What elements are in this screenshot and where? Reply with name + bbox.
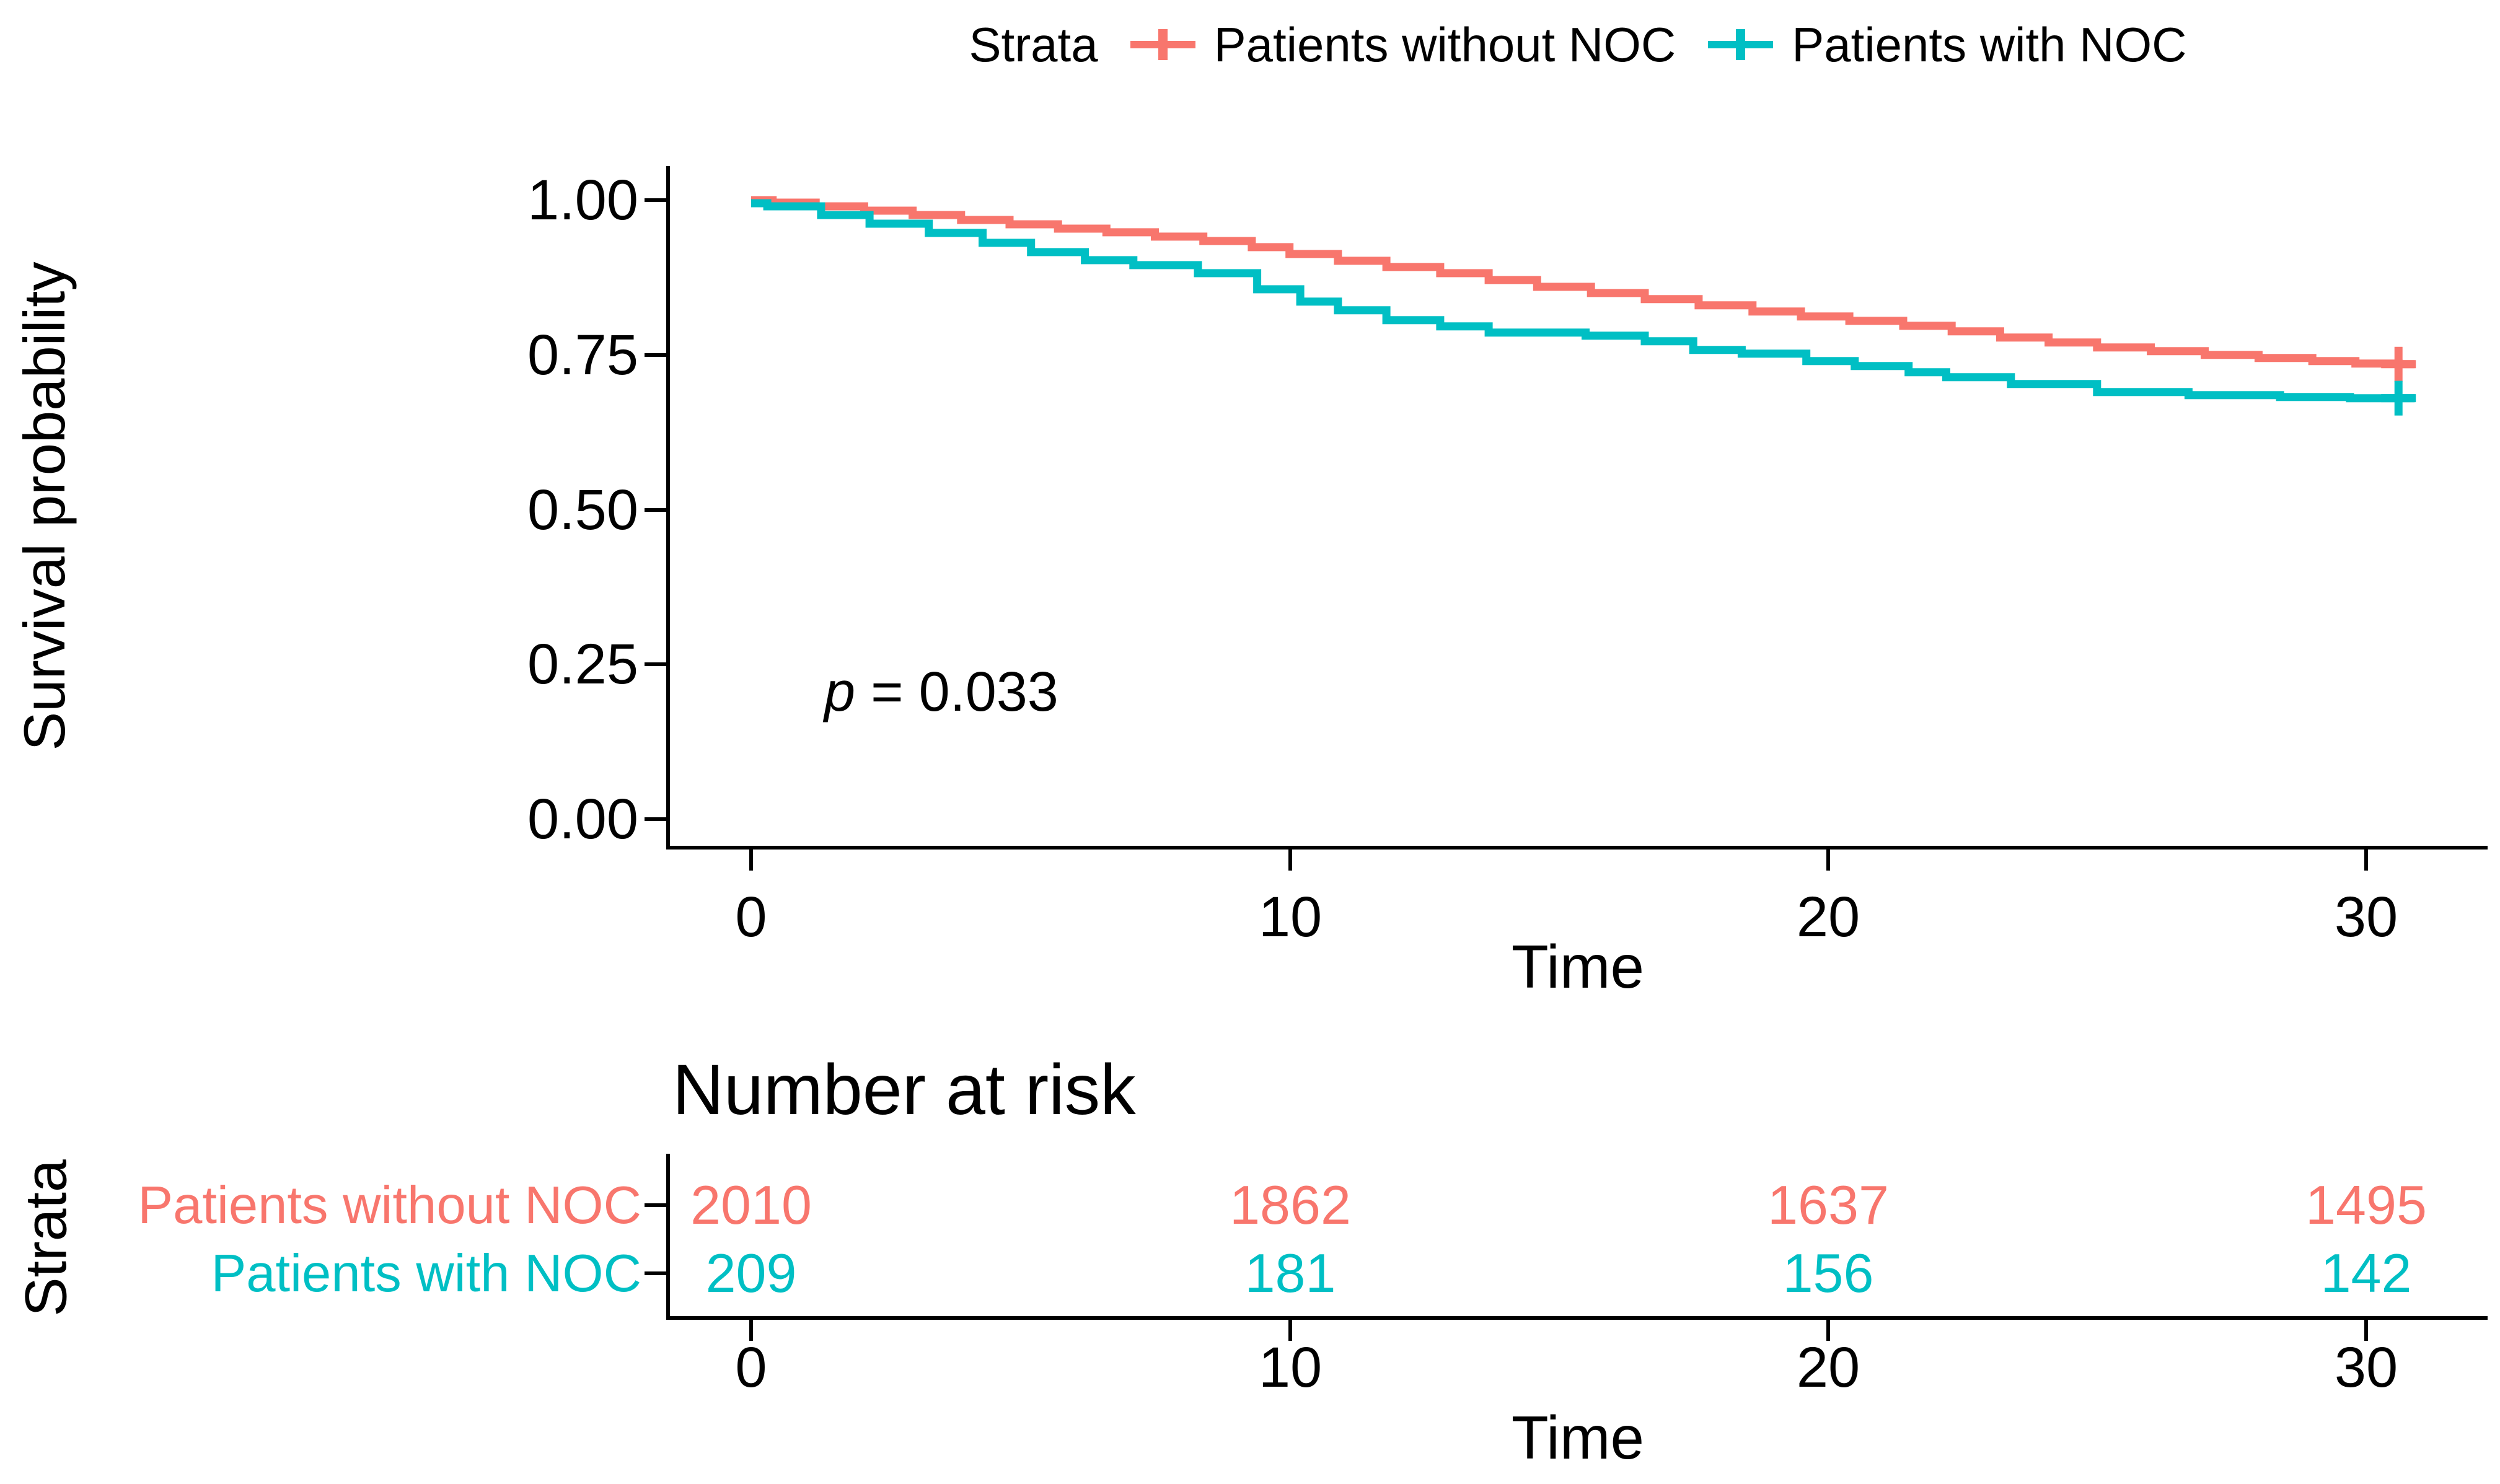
y-axis-ticks [645,198,666,821]
km-curve-without-noc [751,196,2415,369]
p-value-text: = 0.033 [855,661,1059,723]
km-line-plus-icon [1130,29,1195,60]
risk-x-tick-label: 30 [2334,1336,2398,1399]
y-axis-title: Survival probability [12,261,77,751]
x-tick-label: 10 [1258,885,1323,949]
y-tick-label: 1.00 [527,169,638,232]
risk-count: 1637 [1767,1174,1889,1236]
km-line-plus-icon [1708,29,1774,60]
km-curves [751,196,2416,416]
y-tick-label: 0.00 [527,788,638,851]
legend-title: Strata [969,17,1098,72]
risk-x-tick-label: 0 [735,1336,767,1399]
risk-count: 1862 [1230,1174,1351,1236]
legend-item-without-noc: Patients without NOC [1130,17,1676,73]
risk-count: 209 [705,1242,797,1304]
censor-mark-without-noc [2381,346,2416,382]
risk-count: 156 [1782,1242,1874,1304]
risk-x-tick-label: 20 [1796,1336,1860,1399]
y-tick-label: 0.50 [527,478,638,542]
risk-table-x-axis-title: Time [1511,1403,1645,1472]
km-curve-with-noc [751,199,2415,403]
risk-table-title: Number at risk [672,1050,1136,1130]
legend-item-with-noc: Patients with NOC [1708,17,2186,73]
legend-label: Patients without NOC [1213,17,1676,72]
p-value-annotation: p = 0.033 [824,664,1059,720]
risk-count: 142 [2320,1242,2412,1304]
x-axis-ticks [749,850,2368,871]
y-tick-label: 0.75 [527,323,638,387]
risk-x-tick-label: 10 [1258,1336,1323,1399]
risk-count: 181 [1244,1242,1336,1304]
risk-table-x-ticks [749,1320,2368,1341]
censor-mark-with-noc [2381,380,2416,416]
risk-count: 1495 [2305,1174,2427,1236]
x-tick-label: 20 [1796,885,1860,949]
legend-label: Patients with NOC [1792,17,2187,72]
legend: Strata Patients without NOC Patients wit… [668,0,2488,89]
p-value-symbol: p [824,661,856,723]
risk-row-label-with-noc: Patients with NOC [211,1244,641,1303]
risk-count: 2010 [690,1174,812,1236]
risk-table-row-ticks [645,1203,666,1275]
x-axis-title: Time [1511,933,1645,1001]
x-tick-label: 30 [2334,885,2398,949]
risk-row-label-without-noc: Patients without NOC [138,1176,641,1235]
y-tick-label: 0.25 [527,633,638,696]
x-tick-label: 0 [735,885,767,949]
